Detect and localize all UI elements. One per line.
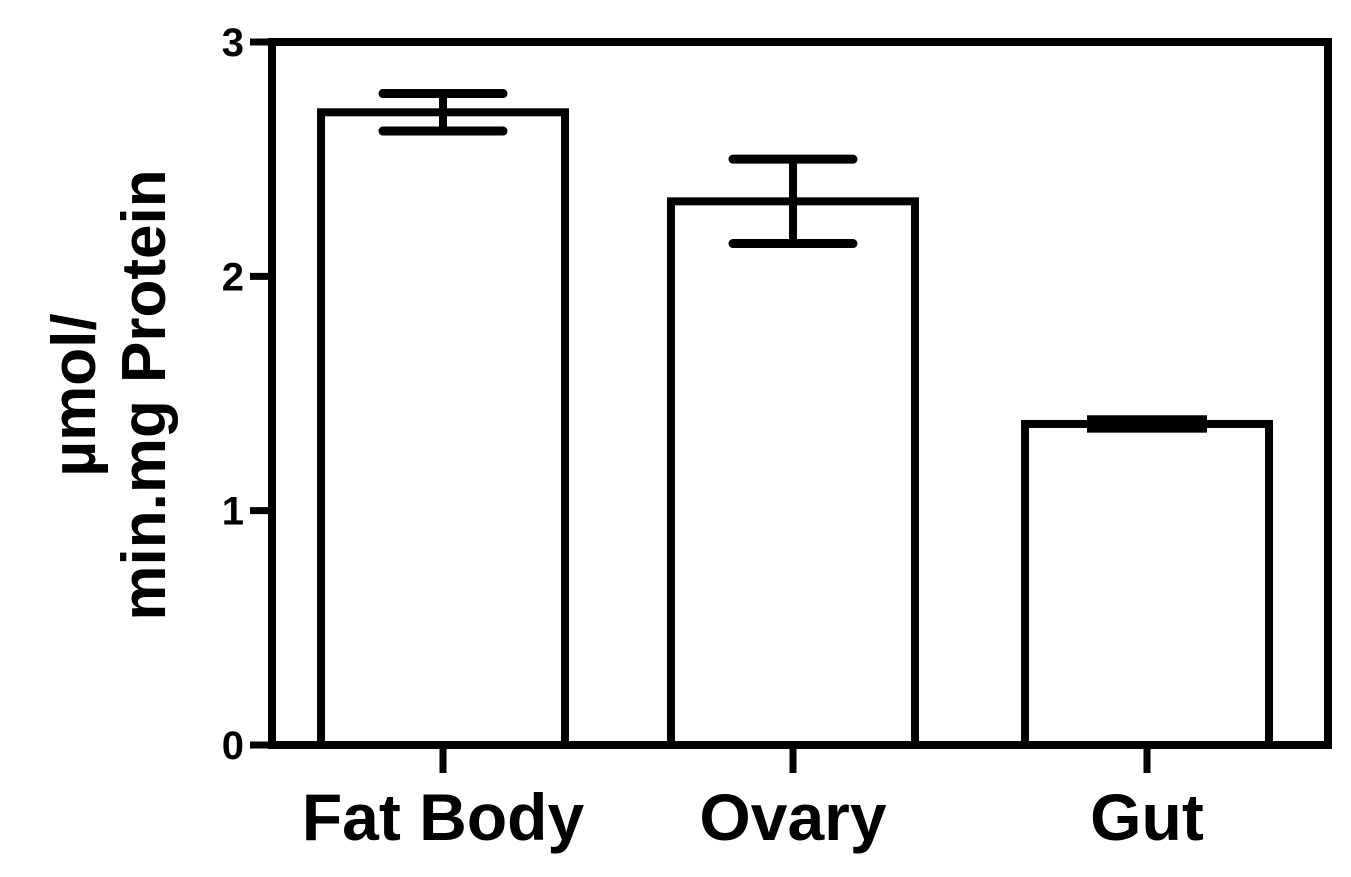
error-bar-fat-body — [378, 89, 508, 136]
y-tick-label: 3 — [222, 21, 244, 65]
bar-ovary — [667, 197, 919, 749]
x-tick-label: Gut — [1090, 780, 1204, 854]
y-axis-title-line-2: min.mg Protein — [110, 169, 179, 620]
y-axis-title: µmol/ min.mg Protein — [40, 169, 179, 620]
x-tick-label: Fat Body — [302, 780, 585, 854]
bar-fat-body — [317, 108, 569, 750]
x-axis: Fat Body Ovary Gut — [302, 745, 1204, 854]
y-axis: 0 1 2 3 — [222, 21, 272, 768]
y-tick-label: 0 — [222, 724, 244, 768]
x-tick-label: Ovary — [699, 780, 886, 854]
bar-gut — [1021, 419, 1273, 749]
y-tick-label: 2 — [222, 255, 244, 299]
error-bars — [378, 89, 1207, 433]
y-tick-label: 1 — [222, 490, 244, 534]
y-axis-title-line-1: µmol/ — [40, 313, 109, 476]
error-bar-gut — [1087, 415, 1207, 433]
error-bar-ovary — [728, 154, 858, 249]
bars — [317, 108, 1273, 750]
error-bar-cap — [1087, 415, 1207, 433]
